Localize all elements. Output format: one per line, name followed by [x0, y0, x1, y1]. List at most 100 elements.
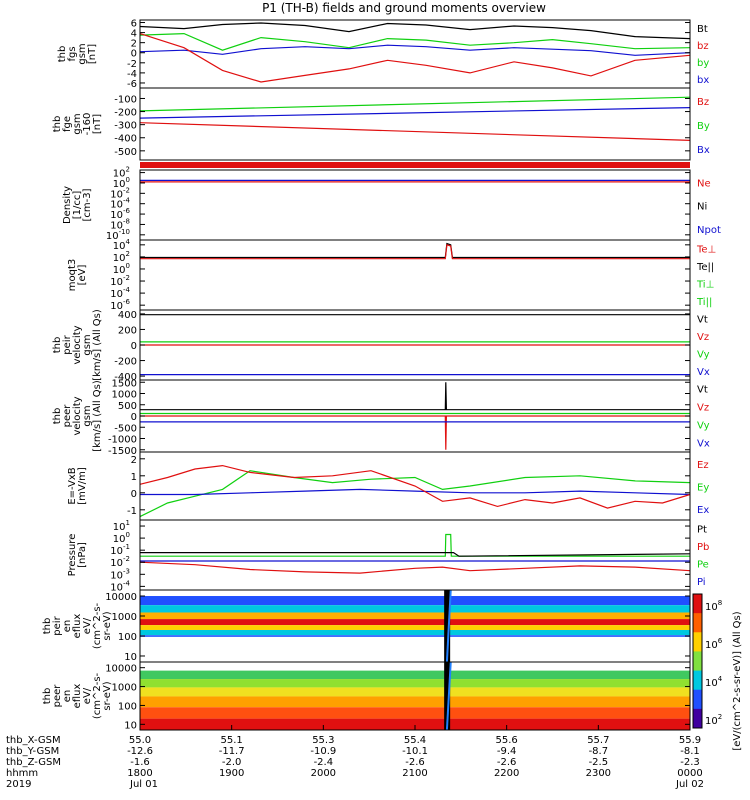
legend-label: Npot	[697, 225, 721, 236]
x-tick-label: 1800	[127, 768, 152, 779]
series-line	[139, 464, 691, 509]
legend-label: by	[697, 58, 709, 69]
y-axis-label: thb	[57, 46, 68, 63]
x-row-label: thb_Z-GSM	[6, 757, 61, 768]
y-tick-label: 0	[131, 49, 137, 60]
colorbar-segment	[693, 613, 702, 633]
y-axis-label: sr-eV)	[102, 611, 113, 640]
colorbar-tick-exponent: 4	[718, 675, 723, 683]
legend-label: Pi	[697, 577, 706, 588]
legend-label: Bx	[697, 145, 710, 156]
y-tick-label: 100	[118, 701, 137, 712]
y-tick-exponent: -3	[123, 567, 130, 575]
legend-label: Bt	[697, 24, 708, 35]
series-line	[139, 44, 691, 56]
colorbar-tick-label: 102	[705, 713, 722, 727]
panel-9-peir-spectrogram: 10000 1000 100 10 thb peir en eflux eV/(cm^2-s-s…	[42, 589, 691, 663]
spectrogram-band	[140, 670, 690, 680]
data-gap	[444, 590, 451, 662]
x-tick-label: -12.6	[127, 746, 153, 757]
y-tick-exponent: -6	[123, 207, 131, 215]
legend-label: Bz	[697, 97, 709, 108]
x-tick-label: -8.7	[589, 746, 609, 757]
y-tick-exponent: -2	[123, 186, 130, 194]
y-axis-label: [eV]	[77, 265, 88, 286]
x-tick-label: -9.4	[497, 746, 517, 757]
y-axis-label: velocity	[72, 325, 83, 364]
colorbar-tick-label: 106	[705, 637, 723, 651]
colorbar-segment	[693, 651, 702, 672]
y-axis-label: gsm	[72, 113, 83, 134]
x-tick-label: -2.0	[222, 757, 242, 768]
y-tick-label: -300	[114, 121, 137, 132]
y-tick-label: -4	[127, 69, 137, 80]
colorbar-label: [eV/(cm^2-s-sr-eV)] (All Qs)	[732, 611, 743, 750]
y-tick-exponent: -4	[123, 197, 131, 205]
y-axis-label: -160	[82, 113, 93, 136]
legend-label: Vx	[697, 367, 710, 378]
legend-label: Pb	[697, 542, 709, 553]
panel-frame	[139, 239, 691, 311]
y-tick-label: 10	[124, 720, 137, 731]
spectrogram-band	[140, 605, 690, 613]
y-tick-label: -1	[127, 506, 137, 517]
y-axis-label: (cm^2-s-	[92, 602, 103, 649]
y-tick-label: -400	[114, 372, 137, 383]
x-tick-label: 2100	[402, 768, 427, 779]
panel-5-peir-velocity: 400 200 0 -200 -400 thb peir velocity gsm [km/s] …	[52, 309, 710, 383]
panel-10-peer-spectrogram: 10000 1000 100 10 thb peer en eflux eV/(cm^2-s-s…	[42, 661, 691, 731]
y-axis-label: fge	[62, 116, 73, 132]
y-axis-label: thb	[42, 618, 53, 635]
end-date-label: Jul 02	[675, 779, 704, 790]
y-tick-label: 0	[131, 489, 137, 500]
y-tick-label: -200	[114, 108, 137, 119]
x-tick-label: -8.1	[680, 746, 700, 757]
y-axis-label: eflux	[72, 614, 83, 639]
y-axis-label: thb	[52, 337, 63, 354]
colorbar-tick-exponent: 6	[718, 637, 723, 645]
start-date-label: Jul 01	[129, 779, 158, 790]
y-axis-label: moqt3	[67, 259, 78, 292]
y-tick-exponent: -1	[123, 543, 130, 551]
y-axis-label: gsm	[77, 43, 88, 64]
y-tick-label: -500	[114, 423, 137, 434]
legend-label: Ni	[697, 202, 707, 213]
y-axis-label: [nPa]	[77, 542, 88, 568]
series-line	[139, 22, 691, 40]
panel-2-fge: -100 -200 -300 -400 -500 thb fge gsm -160 [nT] Bz B…	[52, 87, 710, 161]
spectrogram-band	[140, 635, 690, 637]
x-row-label: hhmm	[6, 768, 38, 779]
red-band	[140, 162, 690, 168]
y-tick-label: 1000	[112, 683, 137, 694]
y-axis-label: thb	[52, 408, 63, 425]
y-tick-label: 1	[131, 472, 137, 483]
y-tick-label: 0	[131, 412, 137, 423]
spectrogram-band	[140, 707, 690, 719]
x-tick-label: 55.1	[221, 735, 243, 746]
y-axis-label: peir	[52, 615, 63, 635]
legend-label: Vz	[697, 403, 709, 414]
y-axis-label: peer	[52, 684, 63, 708]
y-tick-label: -6	[127, 79, 137, 90]
legend-label: bx	[697, 75, 709, 86]
legend-label: Te||	[696, 262, 714, 273]
x-tick-label: 55.0	[129, 735, 151, 746]
panel-frame	[139, 87, 691, 161]
legend-label: Vt	[697, 385, 708, 396]
colorbar-segment	[693, 670, 702, 691]
spectrogram-band	[140, 625, 690, 630]
x-tick-label: -2.6	[405, 757, 425, 768]
y-tick-label: -100	[114, 94, 137, 105]
x-tick-label: -10.1	[402, 746, 428, 757]
y-tick-label: -2	[127, 59, 137, 70]
x-tick-label: -2.3	[680, 757, 700, 768]
spectrogram-band	[140, 679, 690, 688]
x-tick-label: -2.4	[314, 757, 334, 768]
y-axis-label: (cm^2-s-	[92, 672, 103, 719]
spectrogram-band	[140, 687, 690, 697]
y-axis-label: [mV/m]	[77, 467, 88, 505]
y-tick-label: 4	[131, 29, 137, 40]
x-tick-label: 55.3	[312, 735, 334, 746]
